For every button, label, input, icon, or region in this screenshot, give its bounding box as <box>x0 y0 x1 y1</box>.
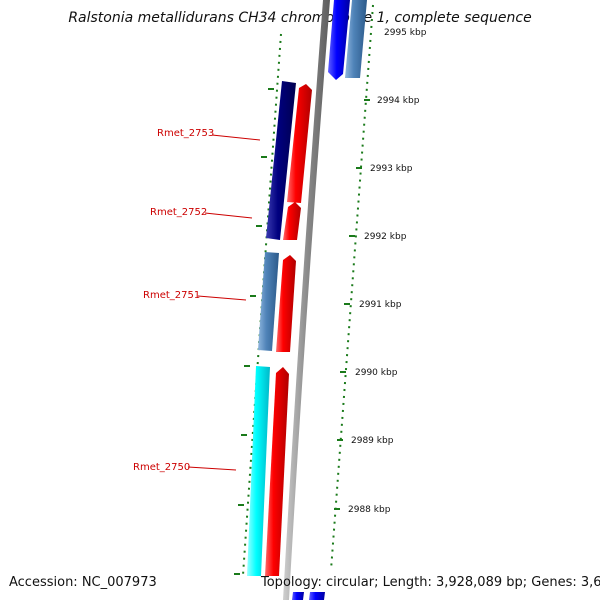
gene-arrow-blue-top[interactable] <box>328 0 350 80</box>
tick-label-2989: 2989 kbp <box>351 436 394 446</box>
gene-rmet-2753-forward[interactable] <box>287 84 312 203</box>
tick-label-2992: 2992 kbp <box>364 232 407 242</box>
map-title: Ralstonia metallidurans CH34 chromosome … <box>68 10 532 26</box>
gene-rmet-2751-reverse[interactable] <box>258 252 279 351</box>
gene-rmet-2751-forward[interactable] <box>276 255 296 352</box>
accession-text: Accession: NC_007973 <box>9 575 157 590</box>
inner-guide-dashes <box>234 88 274 575</box>
tick-label-2990: 2990 kbp <box>355 368 398 378</box>
gene-label-leaders <box>187 134 261 471</box>
gene-label-rmet-2751[interactable]: Rmet_2751 <box>143 290 200 301</box>
tick-label-2993: 2993 kbp <box>370 164 413 174</box>
tick-label-2995: 2995 kbp <box>384 28 427 38</box>
gene-label-rmet-2752[interactable]: Rmet_2752 <box>150 207 207 218</box>
tick-label-2991: 2991 kbp <box>359 300 402 310</box>
tick-label-2994: 2994 kbp <box>377 96 420 106</box>
gene-rmet-2750-forward[interactable] <box>265 367 289 576</box>
gene-rmet-2753-reverse[interactable] <box>266 81 296 240</box>
outer-guide-dotted <box>330 4 374 571</box>
gene-label-rmet-2753[interactable]: Rmet_2753 <box>157 128 214 139</box>
gene-rmet-2750-reverse[interactable] <box>247 366 270 576</box>
tick-label-2988: 2988 kbp <box>348 505 391 515</box>
scale-tick-marks <box>334 99 370 510</box>
genome-summary-text: Topology: circular; Length: 3,928,089 bp… <box>261 575 600 590</box>
gene-arrow-blue-bottom-2[interactable] <box>309 592 325 600</box>
gene-rmet-2752-forward[interactable] <box>283 202 301 240</box>
gene-arrow-steel-top[interactable] <box>345 0 367 78</box>
gene-arrow-blue-bottom[interactable] <box>292 592 304 600</box>
sequence-backbone <box>283 0 330 600</box>
gene-label-rmet-2750[interactable]: Rmet_2750 <box>133 462 190 473</box>
